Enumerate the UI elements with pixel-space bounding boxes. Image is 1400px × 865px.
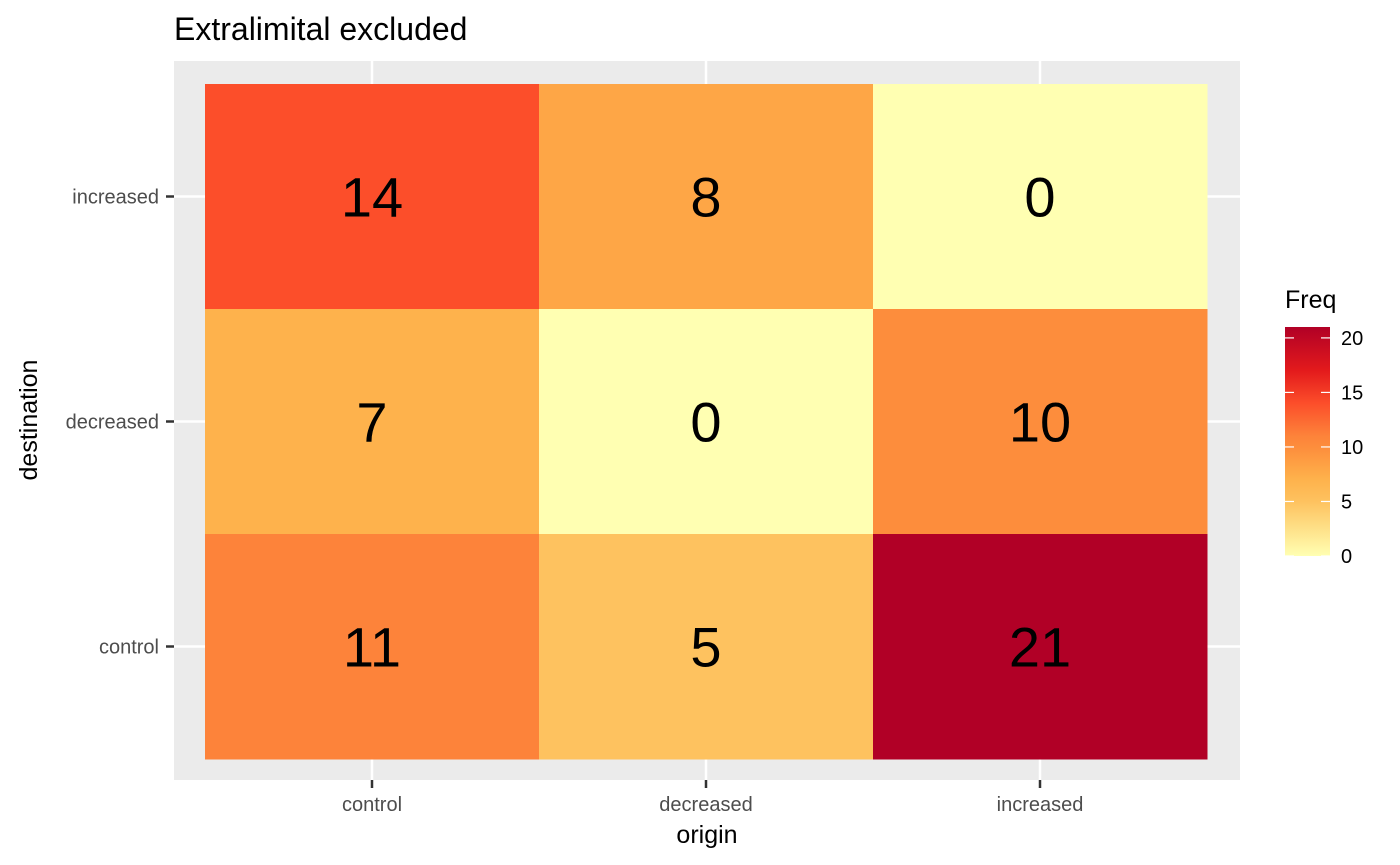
y-tick-label: decreased [66, 412, 159, 434]
x-tick-label: increased [997, 794, 1084, 816]
cell-value-label: 10 [1009, 391, 1071, 454]
heatmap-cell [873, 534, 1208, 760]
heatmap-cell [205, 84, 540, 310]
legend-tick-label: 5 [1341, 491, 1352, 513]
cell-value-label: 8 [690, 166, 721, 229]
x-tick-label: control [342, 794, 402, 816]
heatmap-cells [205, 84, 1208, 760]
legend-title: Freq [1285, 286, 1336, 314]
y-axis: control decreased increased [66, 187, 174, 659]
cell-value-label: 0 [1024, 166, 1055, 229]
heatmap-cell [873, 84, 1208, 310]
cell-value-label: 5 [690, 616, 721, 679]
x-axis: control decreased increased [342, 780, 1083, 816]
heatmap-cell [539, 534, 874, 760]
color-legend: Freq 0 5 10 15 20 [1285, 286, 1363, 568]
legend-colorbar [1285, 327, 1330, 556]
heatmap-cell [873, 309, 1208, 535]
x-axis-title: origin [676, 821, 737, 849]
cell-value-label: 21 [1009, 616, 1071, 679]
x-tick-label: decreased [659, 794, 752, 816]
cell-value-label: 7 [356, 391, 387, 454]
cell-value-label: 14 [341, 166, 403, 229]
heatmap-cell [539, 309, 874, 535]
y-axis-title: destination [15, 360, 43, 481]
legend-tick-label: 0 [1341, 546, 1352, 568]
cell-value-label: 0 [690, 391, 721, 454]
legend-ticks: 0 5 10 15 20 [1285, 328, 1363, 568]
legend-tick-label: 20 [1341, 328, 1363, 350]
y-tick-label: control [99, 637, 159, 659]
cell-value-label: 11 [343, 616, 401, 679]
cell-value-labels: 14 8 0 7 0 10 11 5 21 [341, 166, 1071, 679]
chart-title: Extralimital excluded [174, 11, 467, 47]
heatmap-cell [539, 84, 874, 310]
heatmap-cell [205, 309, 540, 535]
legend-tick-label: 10 [1341, 437, 1363, 459]
heatmap-cell [205, 534, 540, 760]
y-tick-label: increased [72, 187, 159, 209]
legend-tick-label: 15 [1341, 382, 1363, 404]
